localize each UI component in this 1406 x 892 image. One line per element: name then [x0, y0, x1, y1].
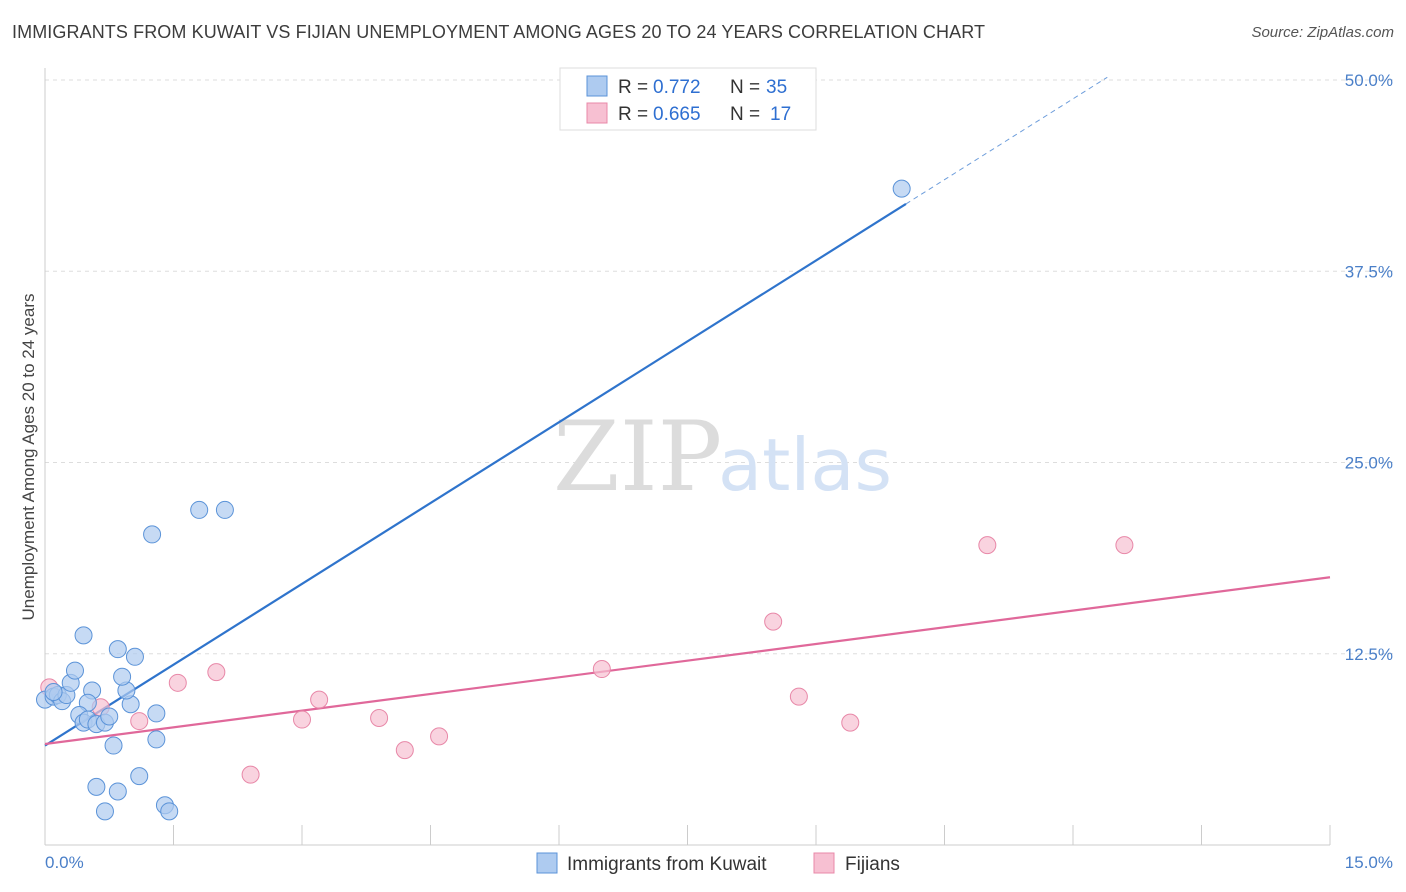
fijian-point	[293, 710, 311, 729]
kuwait-point	[95, 802, 114, 821]
data-points	[36, 179, 1134, 821]
fijian-point	[764, 612, 783, 631]
kuwait-point	[100, 707, 119, 726]
legend-r-value-kuwait: 0.772	[653, 77, 701, 98]
legend-r-value-fijian: 0.665	[653, 104, 701, 125]
source-label: Source: ZipAtlas.com	[1251, 24, 1394, 41]
legend-n-value-fijian: 17	[770, 104, 791, 125]
kuwait-point	[125, 647, 144, 666]
legend-r-label-kuwait: R =	[618, 77, 648, 98]
legend-n-label-kuwait: N =	[730, 77, 760, 98]
y-tick-labels: 12.5% 25.0% 37.5% 50.0%	[1345, 71, 1393, 664]
kuwait-point	[147, 704, 166, 723]
kuwait-point	[108, 640, 127, 659]
kuwait-trendline-extension	[905, 76, 1108, 205]
fijian-point	[168, 673, 187, 692]
kuwait-point	[130, 767, 149, 786]
legend-n-label-fijian: N =	[730, 104, 760, 125]
fijian-point	[430, 727, 449, 746]
bottom-legend-swatch-fijian	[813, 852, 835, 874]
kuwait-point	[108, 782, 127, 801]
bottom-legend-swatch-kuwait	[536, 852, 558, 874]
fijian-point	[1115, 536, 1134, 555]
fijian-point	[978, 536, 997, 555]
fijian-point	[395, 741, 414, 760]
fijian-point	[130, 712, 149, 731]
fijian-point	[241, 765, 260, 784]
fijian-point	[207, 663, 226, 682]
fijian-point	[370, 709, 389, 728]
bottom-legend-label-fijian: Fijians	[845, 854, 900, 875]
kuwait-point	[215, 500, 234, 519]
fijian-point	[592, 660, 611, 679]
watermark-zip: ZIP	[553, 401, 722, 513]
bottom-legend-label-kuwait: Immigrants from Kuwait	[567, 854, 767, 875]
x-tick-marks	[44, 825, 1331, 845]
x-tick-label-min: 0.0%	[45, 853, 84, 872]
kuwait-point	[65, 661, 84, 680]
y-tick-label: 12.5%	[1345, 645, 1393, 664]
kuwait-point	[44, 683, 63, 701]
fijian-point	[789, 687, 808, 706]
y-axis-label: Unemployment Among Ages 20 to 24 years	[19, 294, 38, 621]
x-tick-label-max: 15.0%	[1345, 853, 1393, 872]
legend-swatch-fijian	[586, 102, 608, 124]
legend-n-value-kuwait: 35	[766, 77, 787, 98]
kuwait-point	[74, 626, 93, 645]
kuwait-point	[113, 667, 132, 686]
trendlines	[44, 76, 1331, 747]
y-tick-label: 37.5%	[1345, 262, 1393, 281]
kuwait-point	[87, 777, 106, 796]
fijian-point	[841, 713, 860, 732]
kuwait-point	[190, 500, 209, 519]
legend-swatch-kuwait	[586, 75, 608, 97]
legend-r-label-fijian: R =	[618, 104, 648, 125]
chart-title: IMMIGRANTS FROM KUWAIT VS FIJIAN UNEMPLO…	[12, 22, 986, 42]
fijian-point	[310, 690, 329, 709]
kuwait-point	[892, 179, 911, 198]
fijian-trendline	[44, 576, 1331, 746]
watermark: ZIP atlas	[553, 401, 892, 513]
y-tick-label: 50.0%	[1345, 71, 1393, 90]
kuwait-point	[147, 730, 166, 749]
grid-lines	[45, 79, 1393, 655]
kuwait-point	[104, 736, 123, 755]
watermark-atlas: atlas	[718, 423, 892, 507]
bottom-legend: Immigrants from Kuwait Fijians	[536, 852, 900, 875]
kuwait-point	[160, 802, 179, 821]
top-legend: R = 0.772 N = 35 R = 0.665 N = 17	[559, 67, 817, 131]
y-tick-label: 25.0%	[1345, 454, 1393, 473]
kuwait-point	[143, 525, 162, 544]
kuwait-trendline	[44, 202, 907, 747]
